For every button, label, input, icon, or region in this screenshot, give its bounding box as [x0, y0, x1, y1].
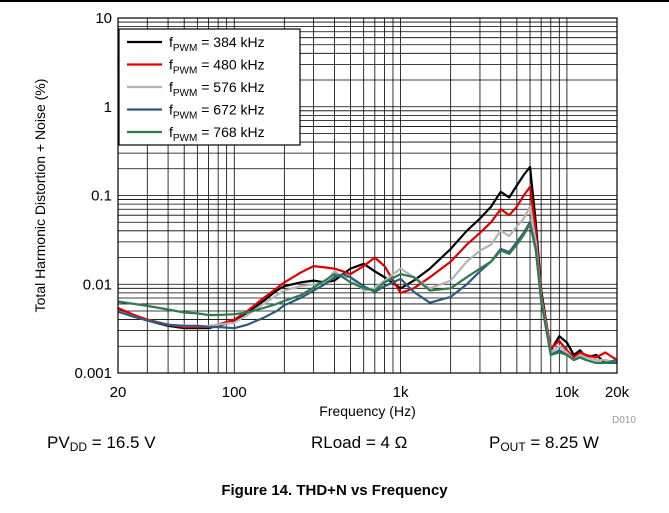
x-axis-label: Frequency (Hz)	[319, 403, 415, 419]
series-line-5	[117, 222, 618, 364]
series-line-3	[117, 205, 618, 364]
plot-frame	[117, 17, 618, 374]
pvdd-condition: PVDD = 16.5 V	[47, 433, 156, 454]
grid-lines	[118, 18, 617, 373]
legend-entry: fPWM = 576 kHz	[169, 79, 265, 99]
x-tick-label: 20k	[605, 384, 630, 401]
series-line-4	[117, 221, 617, 364]
y-axis-label: Total Harmonic Distortion + Noise (%)	[32, 79, 48, 313]
series-lines	[117, 165, 618, 364]
series-line-2	[117, 185, 618, 361]
y-tick-label: 10	[95, 10, 112, 27]
rload-condition: RLoad = 4 Ω	[311, 433, 408, 452]
y-tick-label: 1	[104, 99, 112, 116]
y-tick-label: 0.01	[83, 276, 112, 293]
series-line-1	[117, 165, 618, 364]
x-tick-label: 20	[110, 384, 127, 401]
tick-labels: 20 100 1k 10k 20k 0.001 0.01 0.1 1 10	[74, 10, 629, 401]
top-rule	[0, 0, 669, 2]
y-tick-label: 0.001	[74, 365, 112, 382]
x-tick-label: 10k	[555, 384, 580, 401]
figure-caption: Figure 14. THD+N vs Frequency	[221, 482, 448, 499]
y-tick-label: 0.1	[91, 188, 112, 205]
pout-condition: POUT = 8.25 W	[489, 433, 599, 454]
x-tick-label: 1k	[393, 384, 409, 401]
x-tick-label: 100	[222, 384, 247, 401]
figure-code: D010	[612, 415, 636, 426]
thd-frequency-chart: 20 100 1k 10k 20k 0.001 0.01 0.1 1 10 fPWM = 384 …	[32, 10, 630, 419]
